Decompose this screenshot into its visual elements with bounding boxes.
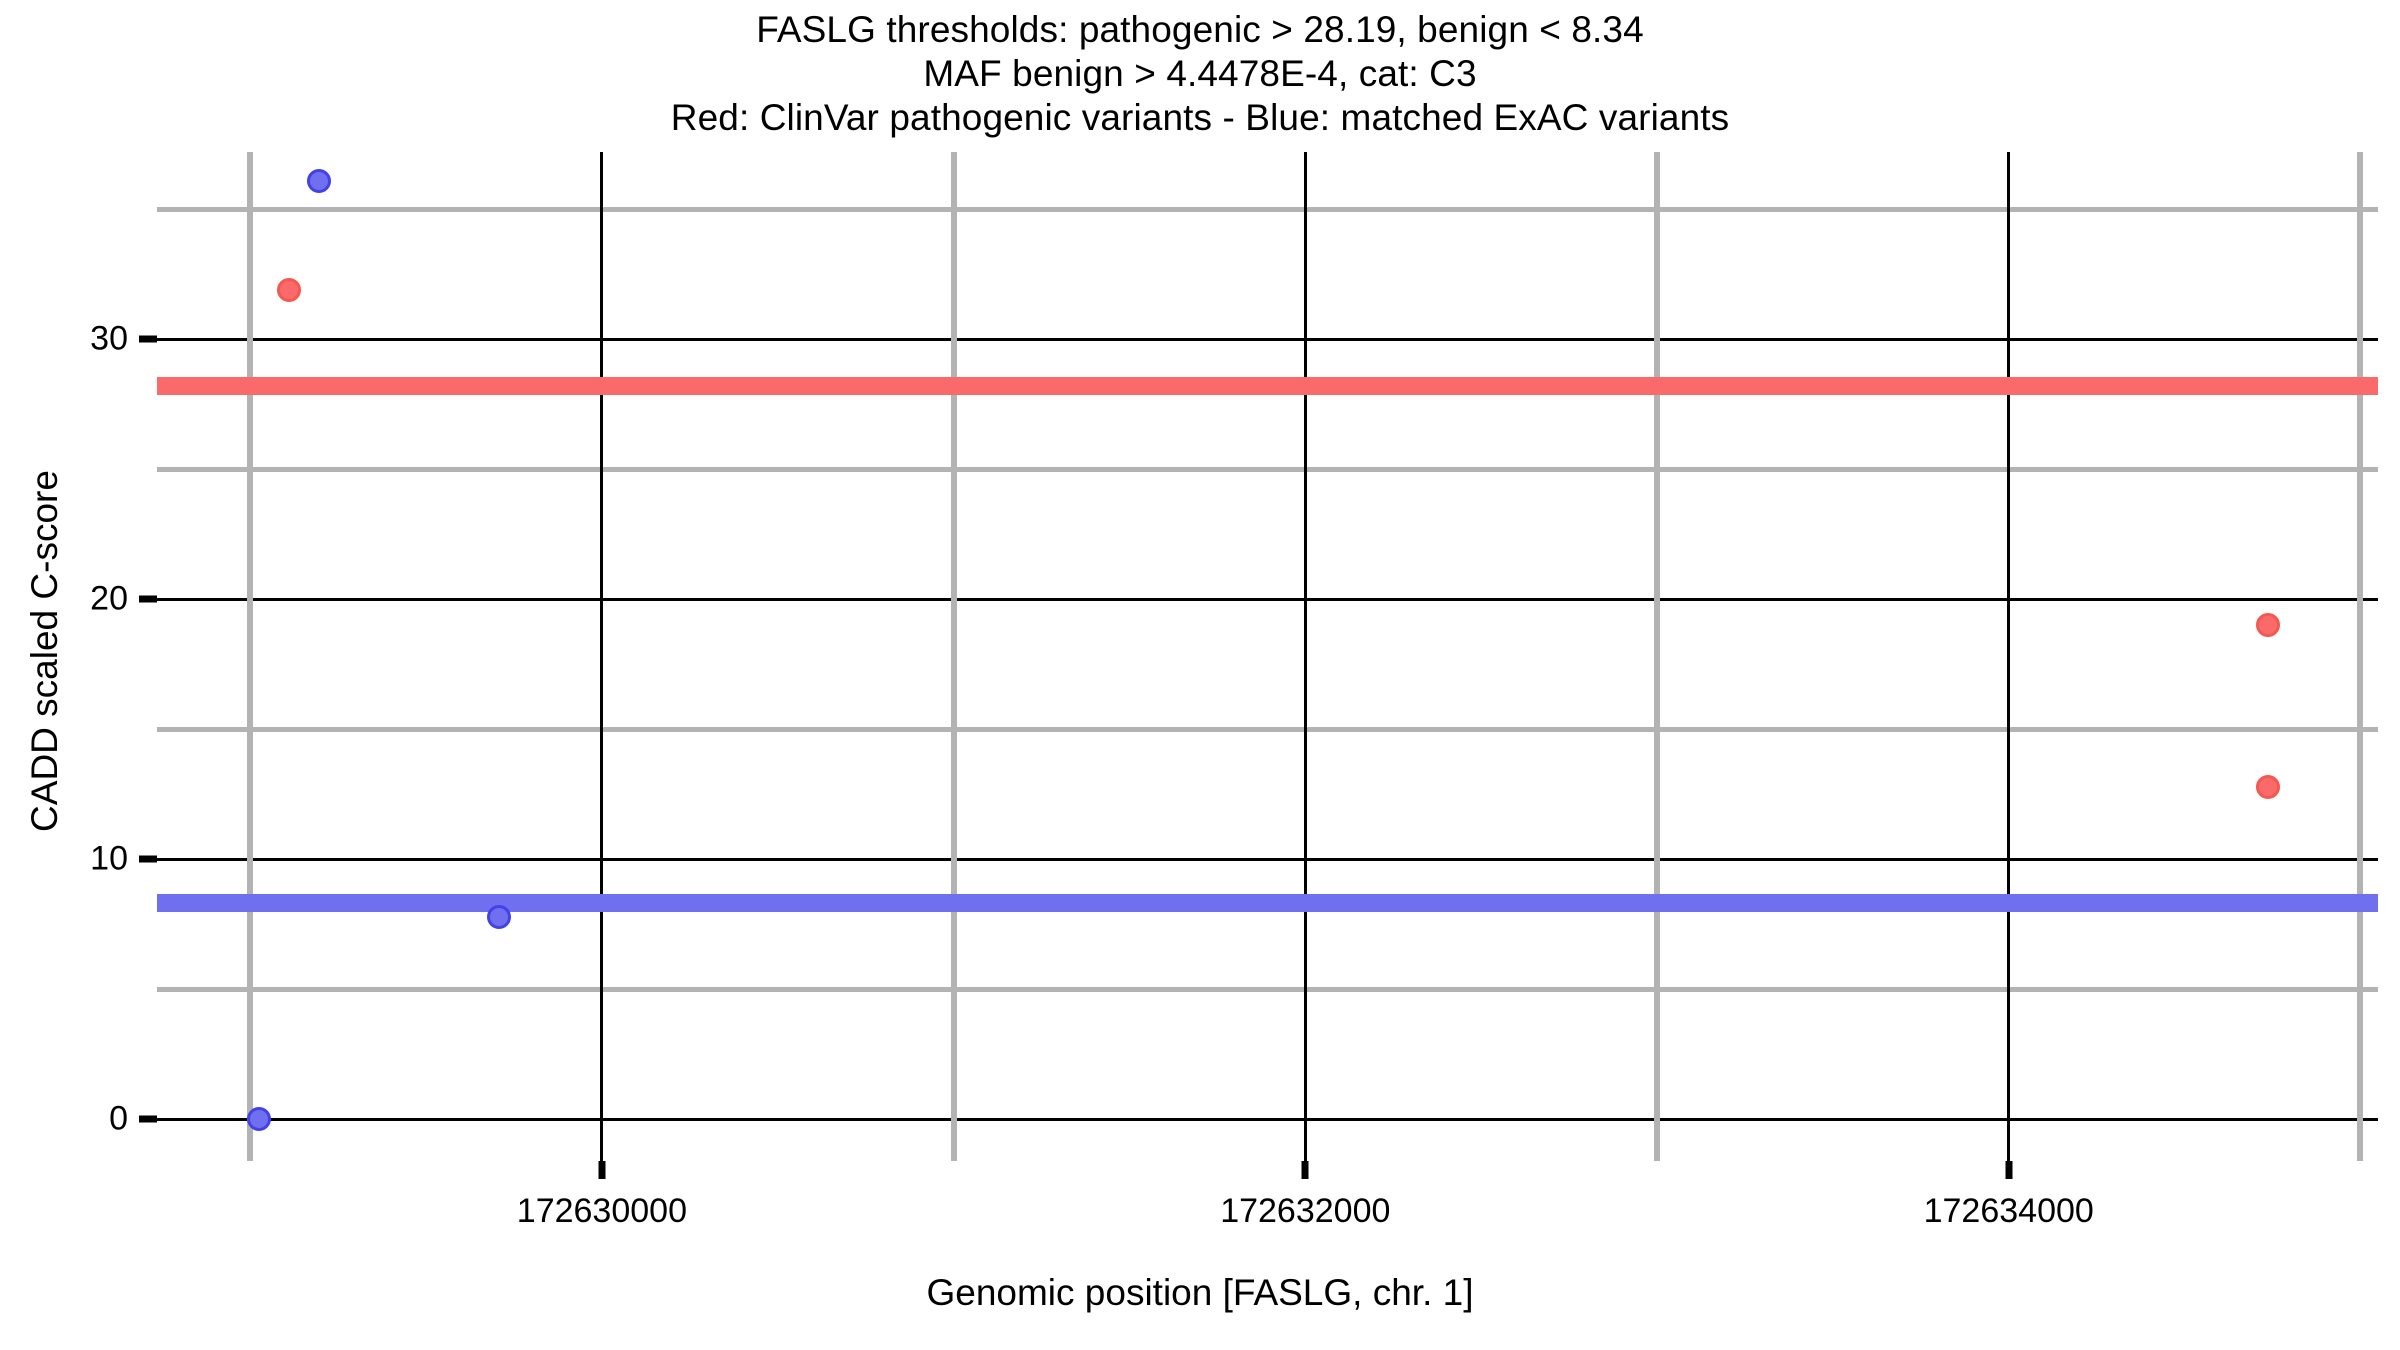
y-tick-mark <box>139 855 157 863</box>
gridline-x-minor <box>247 152 254 1161</box>
y-tick-label: 10 <box>90 839 128 878</box>
y-tick-label: 30 <box>90 319 128 358</box>
gridline-x-minor <box>2357 152 2364 1161</box>
x-tick-label: 172632000 <box>1220 1192 1391 1230</box>
title-line-1: FASLG thresholds: pathogenic > 28.19, be… <box>756 9 1644 50</box>
chart-title: FASLG thresholds: pathogenic > 28.19, be… <box>0 8 2400 140</box>
data-point[interactable] <box>306 168 331 193</box>
x-tick-mark <box>2005 1161 2013 1179</box>
data-point[interactable] <box>2256 774 2281 799</box>
title-line-2: MAF benign > 4.4478E-4, cat: C3 <box>923 53 1477 94</box>
x-tick-label: 172634000 <box>1923 1192 2094 1230</box>
gridline-y-minor <box>157 986 2378 992</box>
gridline-x-minor <box>950 152 957 1161</box>
gridline-y-major <box>157 1117 2378 1121</box>
y-axis-label: CADD scaled C-score <box>24 470 65 832</box>
title-line-3: Red: ClinVar pathogenic variants - Blue:… <box>670 97 1730 138</box>
y-tick-mark <box>139 335 157 343</box>
x-tick-mark <box>598 1161 606 1179</box>
gridline-x-major <box>1303 152 1307 1161</box>
y-tick-label: 0 <box>109 1099 128 1138</box>
y-tick-label: 20 <box>90 579 128 618</box>
y-tick-mark <box>139 1115 157 1123</box>
gridline-y-minor <box>157 466 2378 472</box>
gridline-y-minor <box>157 726 2378 732</box>
y-tick-mark <box>139 595 157 603</box>
gridline-y-minor <box>157 206 2378 212</box>
x-tick-mark <box>1301 1161 1309 1179</box>
x-tick-label: 172630000 <box>516 1192 687 1230</box>
gridline-x-major <box>600 152 604 1161</box>
gridline-y-major <box>157 857 2378 861</box>
gridline-y-major <box>157 337 2378 341</box>
gridline-x-minor <box>1654 152 1660 1161</box>
data-point[interactable] <box>2256 613 2281 638</box>
data-point[interactable] <box>486 904 511 929</box>
gridline-y-major <box>157 597 2378 601</box>
x-axis-label: Genomic position [FASLG, chr. 1] <box>926 1272 1474 1313</box>
threshold-band-pathogenic <box>157 377 2378 396</box>
data-point[interactable] <box>276 277 301 302</box>
gridline-x-major <box>2007 152 2011 1161</box>
data-point[interactable] <box>247 1107 272 1132</box>
threshold-band-benign <box>157 893 2378 912</box>
plot-area <box>157 152 2378 1161</box>
